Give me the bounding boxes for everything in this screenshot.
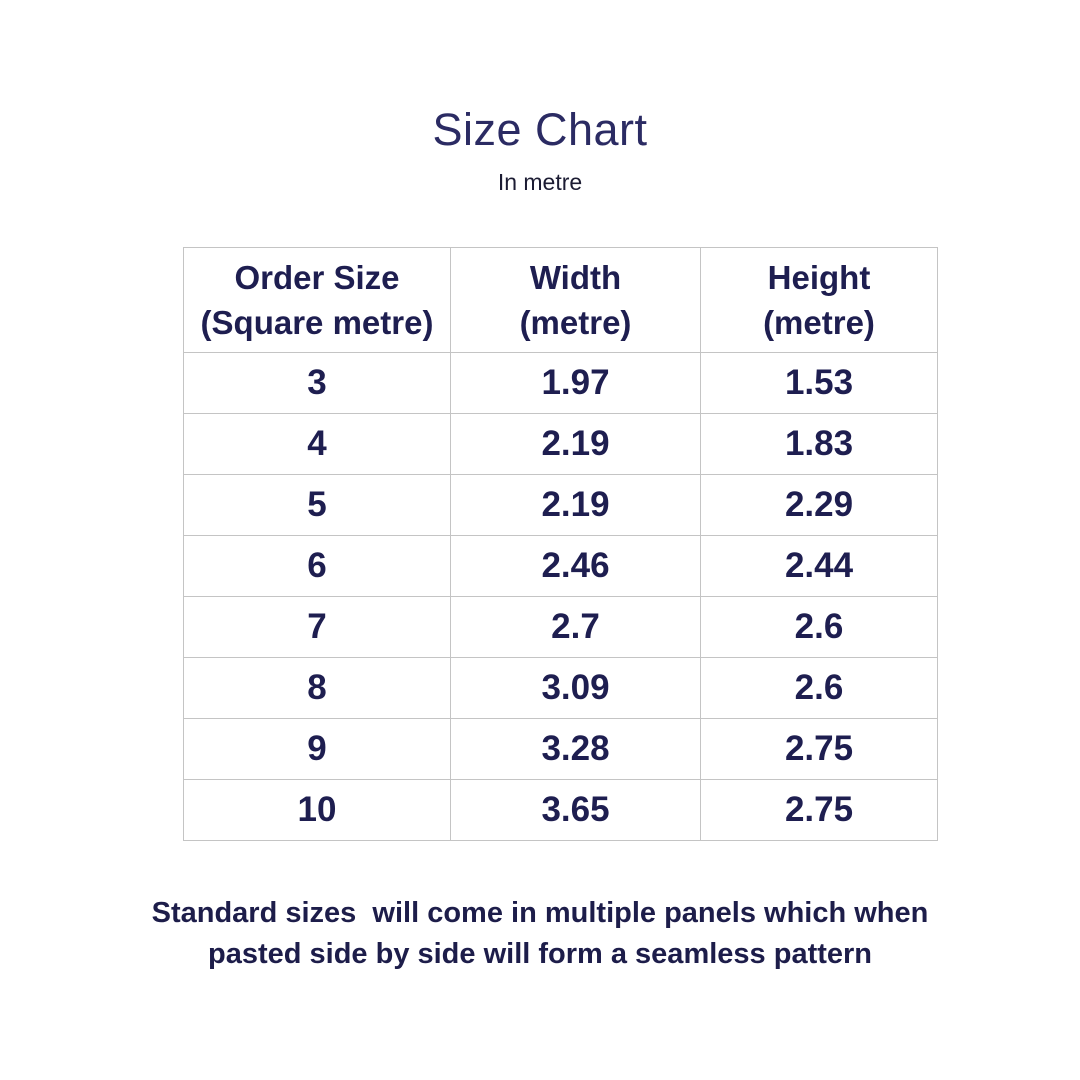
table-cell: 5 xyxy=(183,474,451,536)
column-header: Width (metre) xyxy=(450,247,701,353)
column-header-line1: Width xyxy=(529,259,622,296)
table-cell: 3.65 xyxy=(450,779,701,841)
size-chart-table: Order Size (Square metre) Width (metre) Heig… xyxy=(183,247,938,841)
column-header: Order Size (Square metre) xyxy=(183,247,451,353)
table-cell: 2.19 xyxy=(450,474,701,536)
table-cell: 2.6 xyxy=(700,657,938,719)
table-cell: 4 xyxy=(183,413,451,475)
column-header-line2: (metre) xyxy=(763,304,875,341)
column-header-line1: Order Size xyxy=(234,259,400,296)
page-subtitle: In metre xyxy=(497,169,583,195)
table-row: 7 2.7 2.6 xyxy=(183,596,938,658)
footer-note-line1: Standard sizes will come in multiple pan… xyxy=(151,897,929,929)
table-cell: 6 xyxy=(183,535,451,597)
column-header: Height (metre) xyxy=(700,247,938,353)
table-cell: 3.09 xyxy=(450,657,701,719)
table-row: 10 3.65 2.75 xyxy=(183,779,938,841)
table-row: 9 3.28 2.75 xyxy=(183,718,938,780)
table-cell: 2.29 xyxy=(700,474,938,536)
table-cell: 2.6 xyxy=(700,596,938,658)
page-title: Size Chart xyxy=(432,104,648,155)
table-cell: 2.44 xyxy=(700,535,938,597)
table-cell: 1.83 xyxy=(700,413,938,475)
column-header-line2: (Square metre) xyxy=(200,304,434,341)
column-header-line2: (metre) xyxy=(519,304,632,341)
table-cell: 10 xyxy=(183,779,451,841)
table-cell: 3.28 xyxy=(450,718,701,780)
table-cell: 9 xyxy=(183,718,451,780)
table-cell: 7 xyxy=(183,596,451,658)
table-row: 8 3.09 2.6 xyxy=(183,657,938,719)
table-cell: 3 xyxy=(183,352,451,414)
table-cell: 2.46 xyxy=(450,535,701,597)
table-cell: 2.75 xyxy=(700,718,938,780)
table-row: 6 2.46 2.44 xyxy=(183,535,938,597)
table-header-row: Order Size (Square metre) Width (metre) Heig… xyxy=(183,247,938,353)
table-row: 5 2.19 2.29 xyxy=(183,474,938,536)
table-body: 3 1.97 1.53 4 2.19 1.83 5 2.19 2.29 6 2.46 2.44 7 2.7… xyxy=(183,352,938,841)
table-row: 3 1.97 1.53 xyxy=(183,352,938,414)
table-row: 4 2.19 1.83 xyxy=(183,413,938,475)
column-header-line1: Height xyxy=(767,259,871,296)
footer-note-line2: pasted side by side will form a seamless… xyxy=(207,938,873,970)
table-header: Order Size (Square metre) Width (metre) Heig… xyxy=(183,247,938,353)
table-cell: 2.19 xyxy=(450,413,701,475)
table-cell: 2.7 xyxy=(450,596,701,658)
table-cell: 2.75 xyxy=(700,779,938,841)
footer-note: Standard sizes will come in multiple pan… xyxy=(0,893,1080,975)
table-cell: 1.53 xyxy=(700,352,938,414)
table-cell: 1.97 xyxy=(450,352,701,414)
table-cell: 8 xyxy=(183,657,451,719)
